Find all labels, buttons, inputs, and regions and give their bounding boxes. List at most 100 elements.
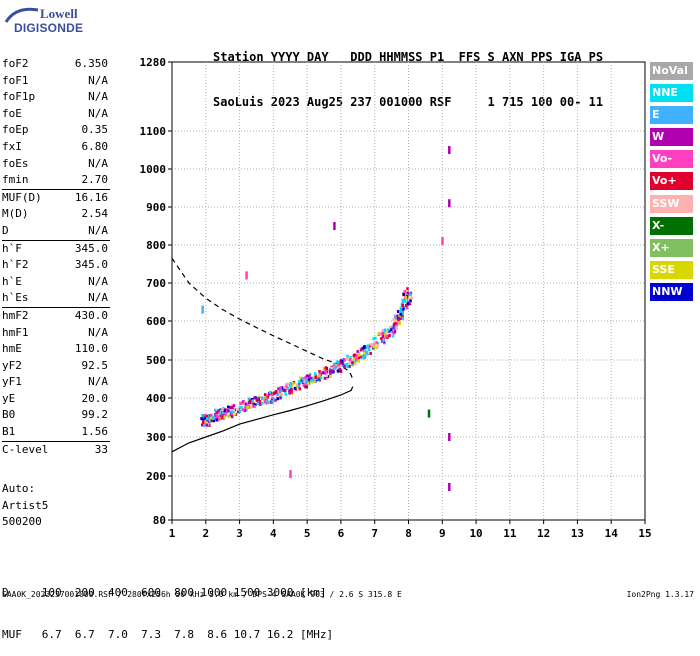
echo-point (239, 402, 242, 405)
x-tick-label: 14 (605, 527, 619, 540)
profile-curve-solid (171, 386, 354, 453)
echo-point (346, 354, 349, 358)
param-value: 20.0 (81, 391, 109, 405)
echo-point (311, 378, 315, 382)
echo-point (363, 354, 366, 358)
echo-point (246, 406, 249, 409)
echo-point (336, 369, 340, 373)
param-value: 1.56 (81, 425, 109, 439)
echo-point (249, 399, 252, 403)
isolated-echo (245, 271, 248, 280)
echo-point (406, 302, 410, 305)
param-value: N/A (88, 375, 108, 389)
echo-point (355, 357, 358, 361)
y-tick-label: 1100 (140, 125, 167, 138)
echo-point (257, 397, 260, 401)
echo-point (338, 365, 342, 369)
echo-point (348, 361, 352, 364)
param-row-md: M(D) 2.54 (0, 206, 112, 223)
muf-distance-row: D 100 200 400 600 800 1000 1500 3000 [km… (2, 586, 327, 599)
echo-point (405, 303, 408, 307)
echo-point (210, 419, 214, 423)
echo-point (301, 377, 305, 381)
param-value: 0.35 (81, 123, 109, 137)
echo-point (302, 384, 306, 388)
x-tick-label: 11 (503, 527, 517, 540)
echo-point (396, 314, 399, 318)
param-value: 16.16 (74, 190, 108, 204)
echo-point (256, 401, 260, 405)
echo-point (409, 291, 413, 295)
echo-point (245, 408, 248, 412)
echo-point (396, 310, 400, 313)
echo-point (329, 371, 332, 375)
echo-point (330, 369, 334, 373)
echo-point (390, 328, 393, 332)
echo-point (231, 415, 234, 419)
echo-point (290, 387, 293, 391)
echo-point (388, 334, 391, 338)
echo-point (375, 346, 378, 350)
echo-point (230, 413, 233, 417)
echo-point (298, 380, 302, 384)
param-label: fmin (2, 173, 29, 187)
echo-point (202, 422, 205, 426)
param-separator (2, 188, 110, 190)
param-row-fof1p: foF1p N/A (0, 89, 112, 106)
echo-point (401, 301, 405, 305)
y-tick-label: 1000 (140, 163, 167, 176)
echo-point (408, 302, 412, 306)
param-row-fof2: foF2 6.350 (0, 56, 112, 73)
param-label: hmF2 (2, 308, 29, 322)
param-value: N/A (88, 90, 108, 104)
echo-point (212, 417, 215, 420)
x-tick-label: 8 (405, 527, 412, 540)
echo-point (314, 372, 317, 376)
echo-point (201, 414, 204, 417)
echo-point (366, 352, 369, 356)
echo-point (253, 405, 256, 408)
param-row-hf2: h`F2 345.0 (0, 257, 112, 274)
echo-point (204, 419, 207, 423)
echo-point (285, 385, 288, 389)
echo-point (409, 299, 412, 303)
echo-point (369, 342, 373, 346)
x-tick-label: 2 (202, 527, 209, 540)
legend-item-vo-: Vo+ (650, 172, 693, 191)
echo-point (215, 411, 218, 415)
echo-point (335, 360, 339, 364)
echo-point (290, 389, 293, 393)
echo-point (343, 358, 346, 362)
echo-point (279, 386, 282, 390)
echo-point (264, 397, 267, 401)
muf-frequency-row: MUF 6.7 6.7 7.0 7.3 7.8 8.6 10.7 16.2 [M… (2, 628, 334, 641)
param-label: foEp (2, 123, 29, 137)
echo-point (386, 328, 390, 332)
echo-point (305, 379, 308, 383)
echo-point (324, 370, 327, 374)
echo-point (259, 402, 262, 405)
param-separator (2, 239, 110, 241)
param-row-hmf2: hmF2 430.0 (0, 308, 112, 325)
param-label: D (2, 223, 9, 237)
echo-point (322, 371, 325, 375)
echo-point (231, 404, 234, 408)
param-label: C-level (2, 442, 49, 456)
echo-point (242, 400, 245, 404)
isolated-echo (448, 146, 451, 154)
echo-point (357, 359, 360, 363)
echo-point (263, 400, 267, 404)
echo-point (298, 381, 301, 385)
echo-point (288, 389, 292, 393)
param-value: N/A (88, 73, 108, 87)
echo-point (393, 329, 397, 333)
echo-point (293, 386, 297, 390)
param-value: 110.0 (74, 342, 108, 356)
echo-point (244, 402, 248, 406)
echo-point (224, 411, 227, 415)
echo-point (346, 357, 349, 361)
echo-point (381, 335, 385, 339)
echo-point (382, 330, 386, 334)
echo-point (200, 417, 203, 421)
echo-point (401, 298, 405, 302)
